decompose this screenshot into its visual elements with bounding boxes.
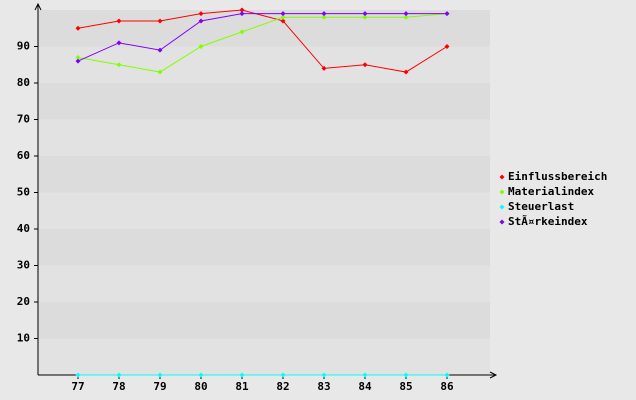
x-tick-label: 86 (440, 380, 454, 393)
point (362, 11, 368, 17)
legend-label: Einflussbereich (508, 170, 607, 183)
y-tick-label: 10 (17, 332, 30, 345)
legend-marker (499, 219, 505, 225)
point (403, 14, 409, 20)
series-line (77, 13, 447, 62)
grid-band (38, 83, 490, 120)
point (321, 65, 327, 71)
point (362, 62, 368, 68)
point (75, 25, 81, 31)
y-tick-label: 90 (17, 40, 30, 53)
point (75, 372, 81, 378)
point (157, 47, 163, 53)
point (198, 18, 204, 24)
grid-band (38, 192, 490, 229)
point (239, 372, 245, 378)
x-tick-label: 81 (235, 380, 249, 393)
y-tick-label: 50 (17, 186, 30, 199)
point (198, 11, 204, 17)
legend-marker (499, 174, 505, 180)
point (198, 44, 204, 49)
grid-band (38, 302, 490, 339)
x-tick-label: 84 (358, 380, 372, 393)
point (403, 69, 409, 75)
x-tick-label: 82 (276, 380, 289, 393)
x-tick-label: 78 (112, 380, 125, 393)
point (239, 29, 245, 35)
point (116, 18, 122, 24)
point (362, 14, 368, 20)
point (403, 11, 409, 17)
point (75, 54, 81, 60)
legend-label: Steuerlast (508, 200, 574, 213)
y-axis-arrow (34, 2, 42, 11)
legend-label: StÃ¤rkeindex (508, 215, 588, 228)
point (280, 14, 286, 20)
y-tick-label: 70 (17, 113, 30, 126)
point (116, 40, 122, 46)
y-tick-label: 30 (17, 259, 30, 272)
legend-marker (499, 204, 505, 210)
y-tick-label: 60 (17, 149, 30, 162)
grid-band (38, 46, 490, 83)
point (444, 44, 450, 49)
grid-band (38, 338, 490, 375)
x-tick-label: 85 (399, 380, 412, 393)
grid-band (38, 229, 490, 266)
point (321, 372, 327, 378)
x-tick-label: 80 (194, 380, 207, 393)
point (280, 11, 286, 17)
legend-label: Materialindex (508, 185, 594, 198)
point (116, 62, 122, 68)
grid-band (38, 119, 490, 156)
point (362, 372, 368, 378)
point (116, 372, 122, 378)
point (280, 372, 286, 378)
point (444, 372, 450, 378)
point (157, 18, 163, 24)
point (198, 372, 204, 378)
point (239, 7, 245, 13)
series-line (77, 13, 448, 73)
point (157, 69, 163, 75)
y-tick-label: 40 (17, 222, 30, 235)
grid-band (38, 265, 490, 302)
x-axis-arrow (489, 371, 498, 379)
grid-band (38, 156, 490, 193)
point (321, 11, 327, 17)
y-tick-label: 20 (17, 295, 30, 308)
point (280, 18, 286, 24)
y-tick-label: 80 (17, 76, 30, 89)
x-tick-label: 83 (317, 380, 330, 393)
point (403, 372, 409, 378)
x-tick-label: 77 (71, 380, 84, 393)
series-line (77, 9, 448, 73)
legend-marker (499, 189, 505, 195)
point (157, 372, 163, 378)
point (321, 14, 327, 20)
point (444, 11, 450, 17)
point (239, 11, 245, 17)
x-tick-label: 79 (153, 380, 166, 393)
point (75, 58, 81, 64)
